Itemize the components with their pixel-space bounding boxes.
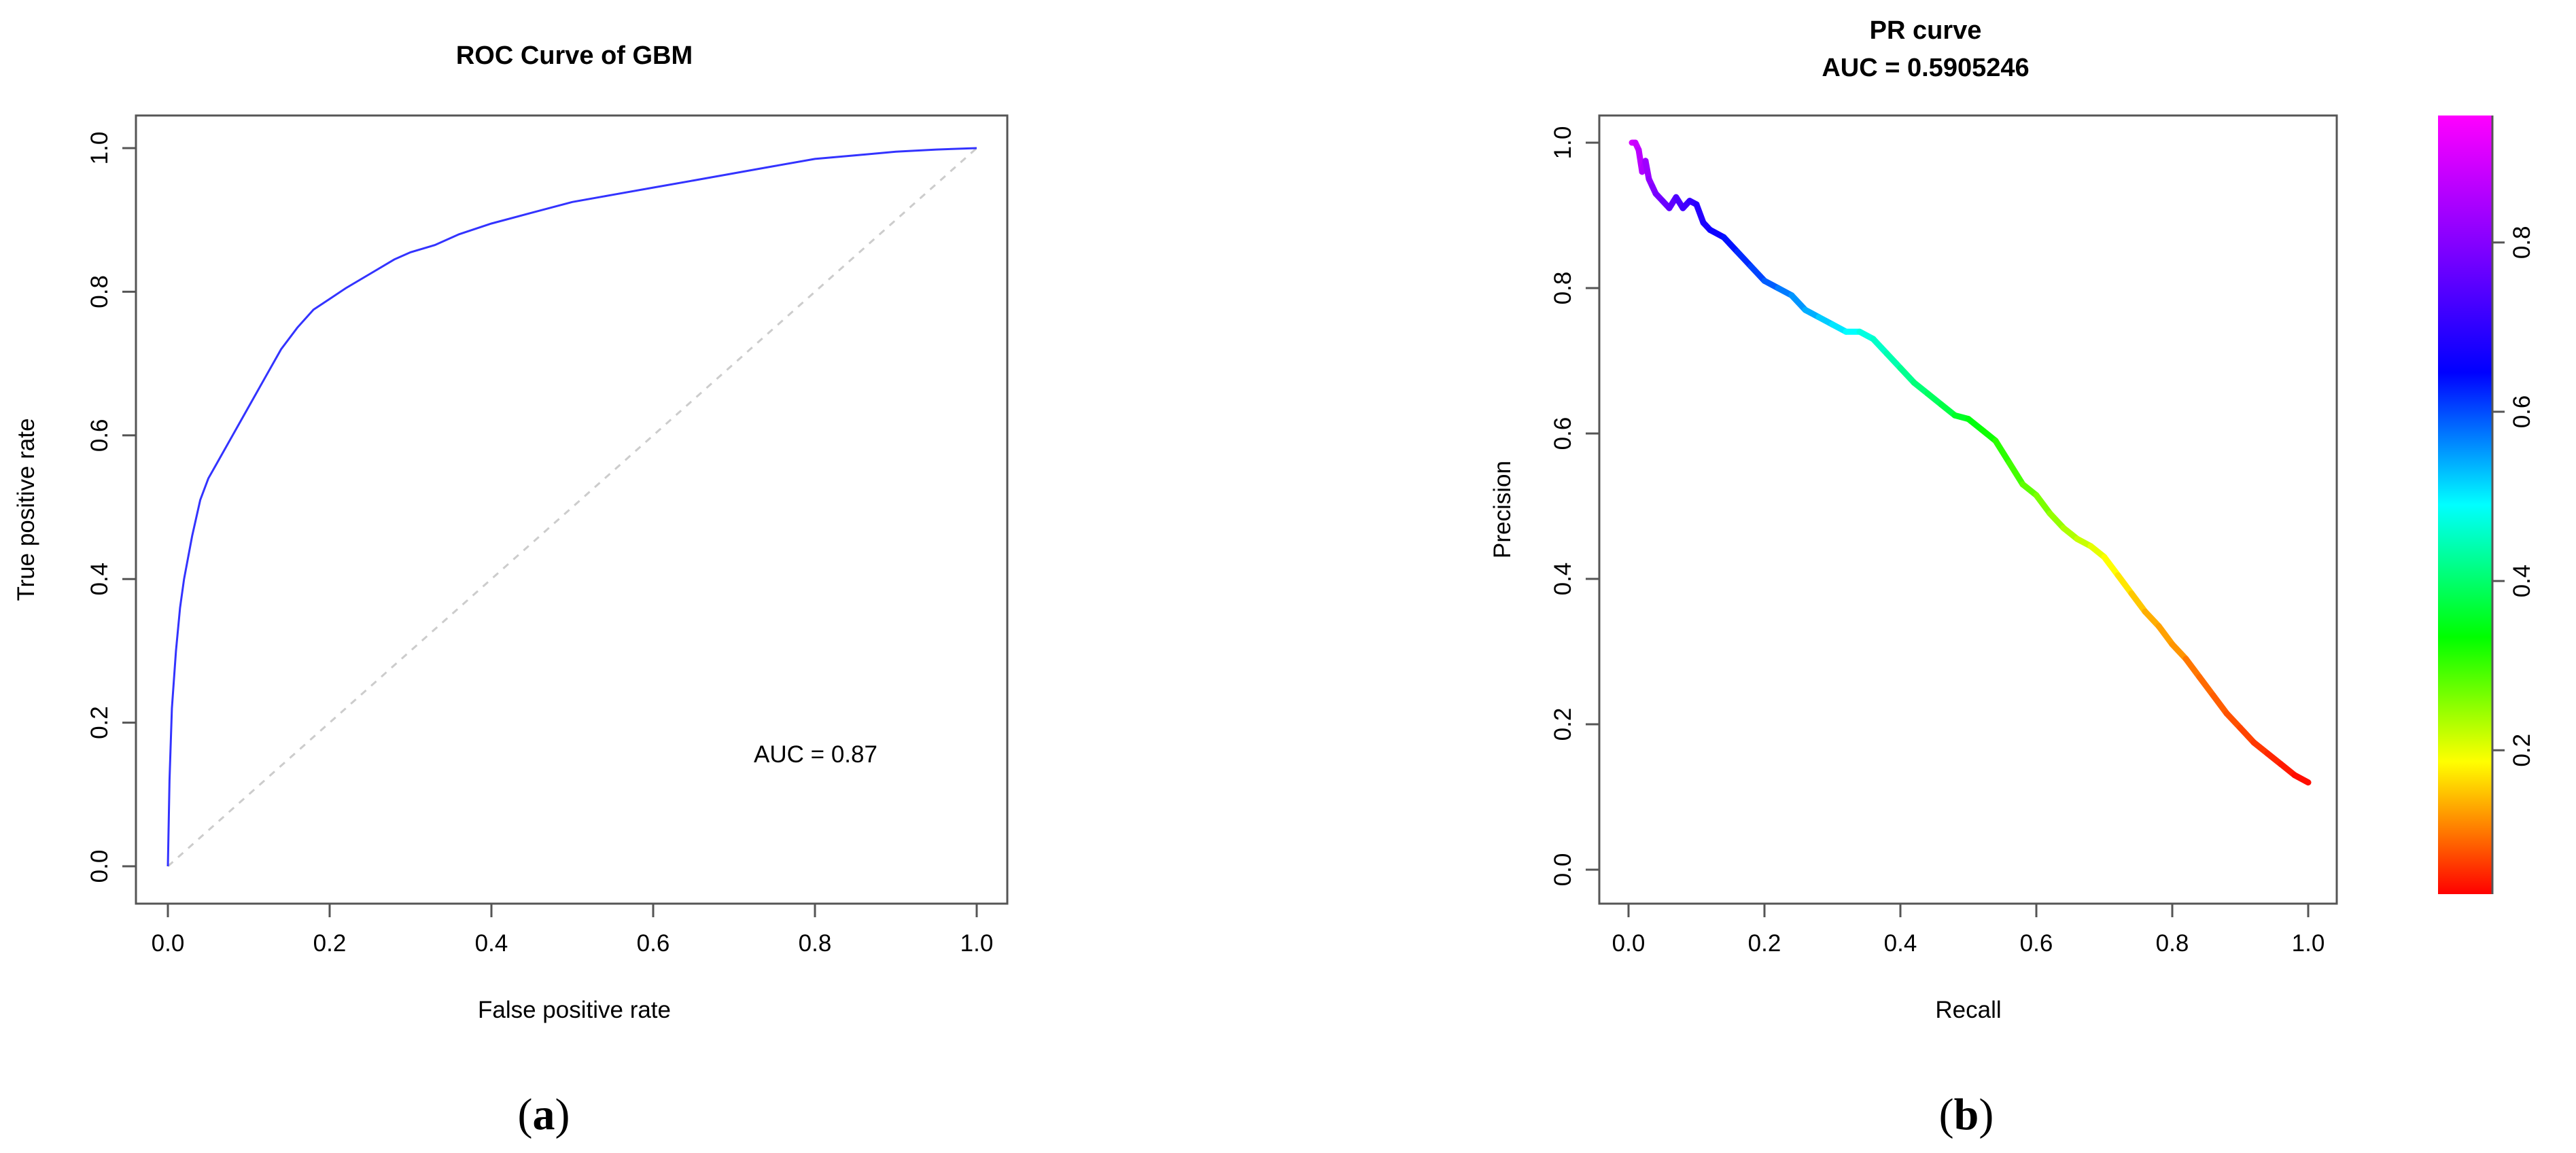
pr-curve-segment — [2182, 656, 2203, 680]
pr-colorbar-axis: 0.2 0.4 0.6 0.8 — [2491, 116, 2535, 894]
pr-x-tick-label: 0.2 — [1748, 930, 1781, 957]
roc-panel: ROC Curve of GBM 0.0 0.2 0.4 0.6 0.8 1.0 0.00… — [13, 41, 1009, 1139]
pr-curve-segment — [1734, 249, 1754, 270]
pr-x-axis: 0.0 0.2 0.4 0.6 0.8 1.0 — [1612, 902, 2325, 957]
roc-y-tick-label: 0.4 — [86, 563, 113, 596]
pr-panel: PR curve AUC = 0.5905246 0.0 0.2 0.4 0.6 0.8… — [1489, 16, 2535, 1139]
roc-diagonal-reference — [167, 147, 977, 868]
pr-curve-segment — [2169, 641, 2189, 662]
pr-curve-segment — [2223, 710, 2244, 731]
caption-b: (b) — [1939, 1090, 1994, 1139]
pr-y-tick-label: 0.8 — [1550, 272, 1576, 305]
roc-y-tick-label: 0.8 — [86, 275, 113, 308]
pr-curve-segment — [1747, 263, 1768, 284]
pr-plot-frame — [1598, 114, 2338, 905]
pr-y-tick-label: 0.2 — [1550, 708, 1576, 741]
pr-x-tick-label: 0.6 — [2020, 930, 2053, 957]
pr-x-tick-label: 0.8 — [2156, 930, 2189, 957]
roc-y-tick-label: 0.2 — [86, 706, 113, 739]
pr-y-axis: 0.0 0.2 0.4 0.6 0.8 1.0 — [1550, 126, 1601, 887]
pr-curve-segment — [2237, 724, 2257, 746]
pr-x-tick-label: 0.4 — [1884, 930, 1917, 957]
pr-curve-segment — [2155, 623, 2176, 648]
pr-y-tick-label: 0.6 — [1550, 417, 1576, 450]
pr-x-tick-label: 0.0 — [1612, 930, 1646, 957]
roc-y-tick-label: 0.6 — [86, 419, 113, 452]
pr-curve-segment — [1992, 438, 2013, 466]
pr-curve-segment — [1897, 365, 1917, 386]
pr-curve-segment — [2196, 674, 2216, 698]
pr-curve-segment — [2047, 510, 2067, 531]
roc-title: ROC Curve of GBM — [456, 41, 693, 70]
roc-x-tick-label: 0.8 — [799, 930, 832, 957]
pr-curve-segment — [2291, 772, 2312, 786]
roc-x-axis: 0.0 0.2 0.4 0.6 0.8 1.0 — [152, 902, 994, 957]
pr-curve-segment — [2128, 590, 2148, 615]
pr-curve-segment — [1642, 158, 1652, 182]
roc-x-axis-label: False positive rate — [478, 997, 671, 1023]
pr-curve-segment — [1693, 201, 1707, 226]
pr-colorbar-tick-label: 0.8 — [2509, 226, 2535, 260]
pr-colorbar-tick-label: 0.6 — [2509, 395, 2535, 429]
caption-a: (a) — [518, 1090, 570, 1139]
pr-curve-segment — [2114, 572, 2135, 597]
roc-curve-line — [167, 147, 977, 867]
pr-y-tick-label: 0.4 — [1550, 563, 1576, 596]
pr-x-tick-label: 1.0 — [2292, 930, 2325, 957]
pr-curve-segment — [1870, 336, 1890, 357]
pr-colorbar-tick-label: 0.4 — [2509, 565, 2535, 598]
roc-x-tick-label: 0.4 — [475, 930, 508, 957]
pr-colorbar-tick-label: 0.2 — [2509, 734, 2535, 767]
pr-y-axis-label: Precision — [1489, 461, 1516, 558]
roc-x-tick-label: 0.2 — [313, 930, 347, 957]
roc-auc-annotation: AUC = 0.87 — [754, 741, 877, 768]
pr-auc-subtitle: AUC = 0.5905246 — [1822, 54, 2029, 82]
pr-curve-segment — [2101, 554, 2121, 579]
pr-title: PR curve — [1870, 16, 1982, 45]
pr-y-tick-label: 1.0 — [1550, 126, 1576, 160]
pr-curve-segment — [1788, 292, 1809, 313]
roc-y-axis: 0.0 0.2 0.4 0.6 0.8 1.0 — [86, 132, 137, 883]
roc-y-tick-label: 0.0 — [86, 850, 113, 883]
pr-curve-segment — [2210, 692, 2230, 717]
pr-curve-segment — [2033, 492, 2053, 517]
pr-colorbar — [2438, 116, 2492, 894]
pr-curve-segment — [2006, 459, 2026, 488]
roc-x-tick-label: 1.0 — [960, 930, 994, 957]
roc-x-tick-label: 0.0 — [152, 930, 185, 957]
pr-y-tick-label: 0.0 — [1550, 853, 1576, 887]
roc-y-tick-label: 1.0 — [86, 132, 113, 165]
pr-curve-segment — [1720, 234, 1741, 255]
roc-y-axis-label: True positive rate — [13, 418, 39, 601]
roc-x-tick-label: 0.6 — [637, 930, 670, 957]
pr-curve — [1629, 139, 2312, 786]
pr-curve-segment — [1883, 350, 1904, 372]
pr-x-axis-label: Recall — [1935, 997, 2001, 1023]
pr-curve-segment — [2142, 608, 2162, 629]
roc-plot-frame — [135, 114, 1009, 905]
